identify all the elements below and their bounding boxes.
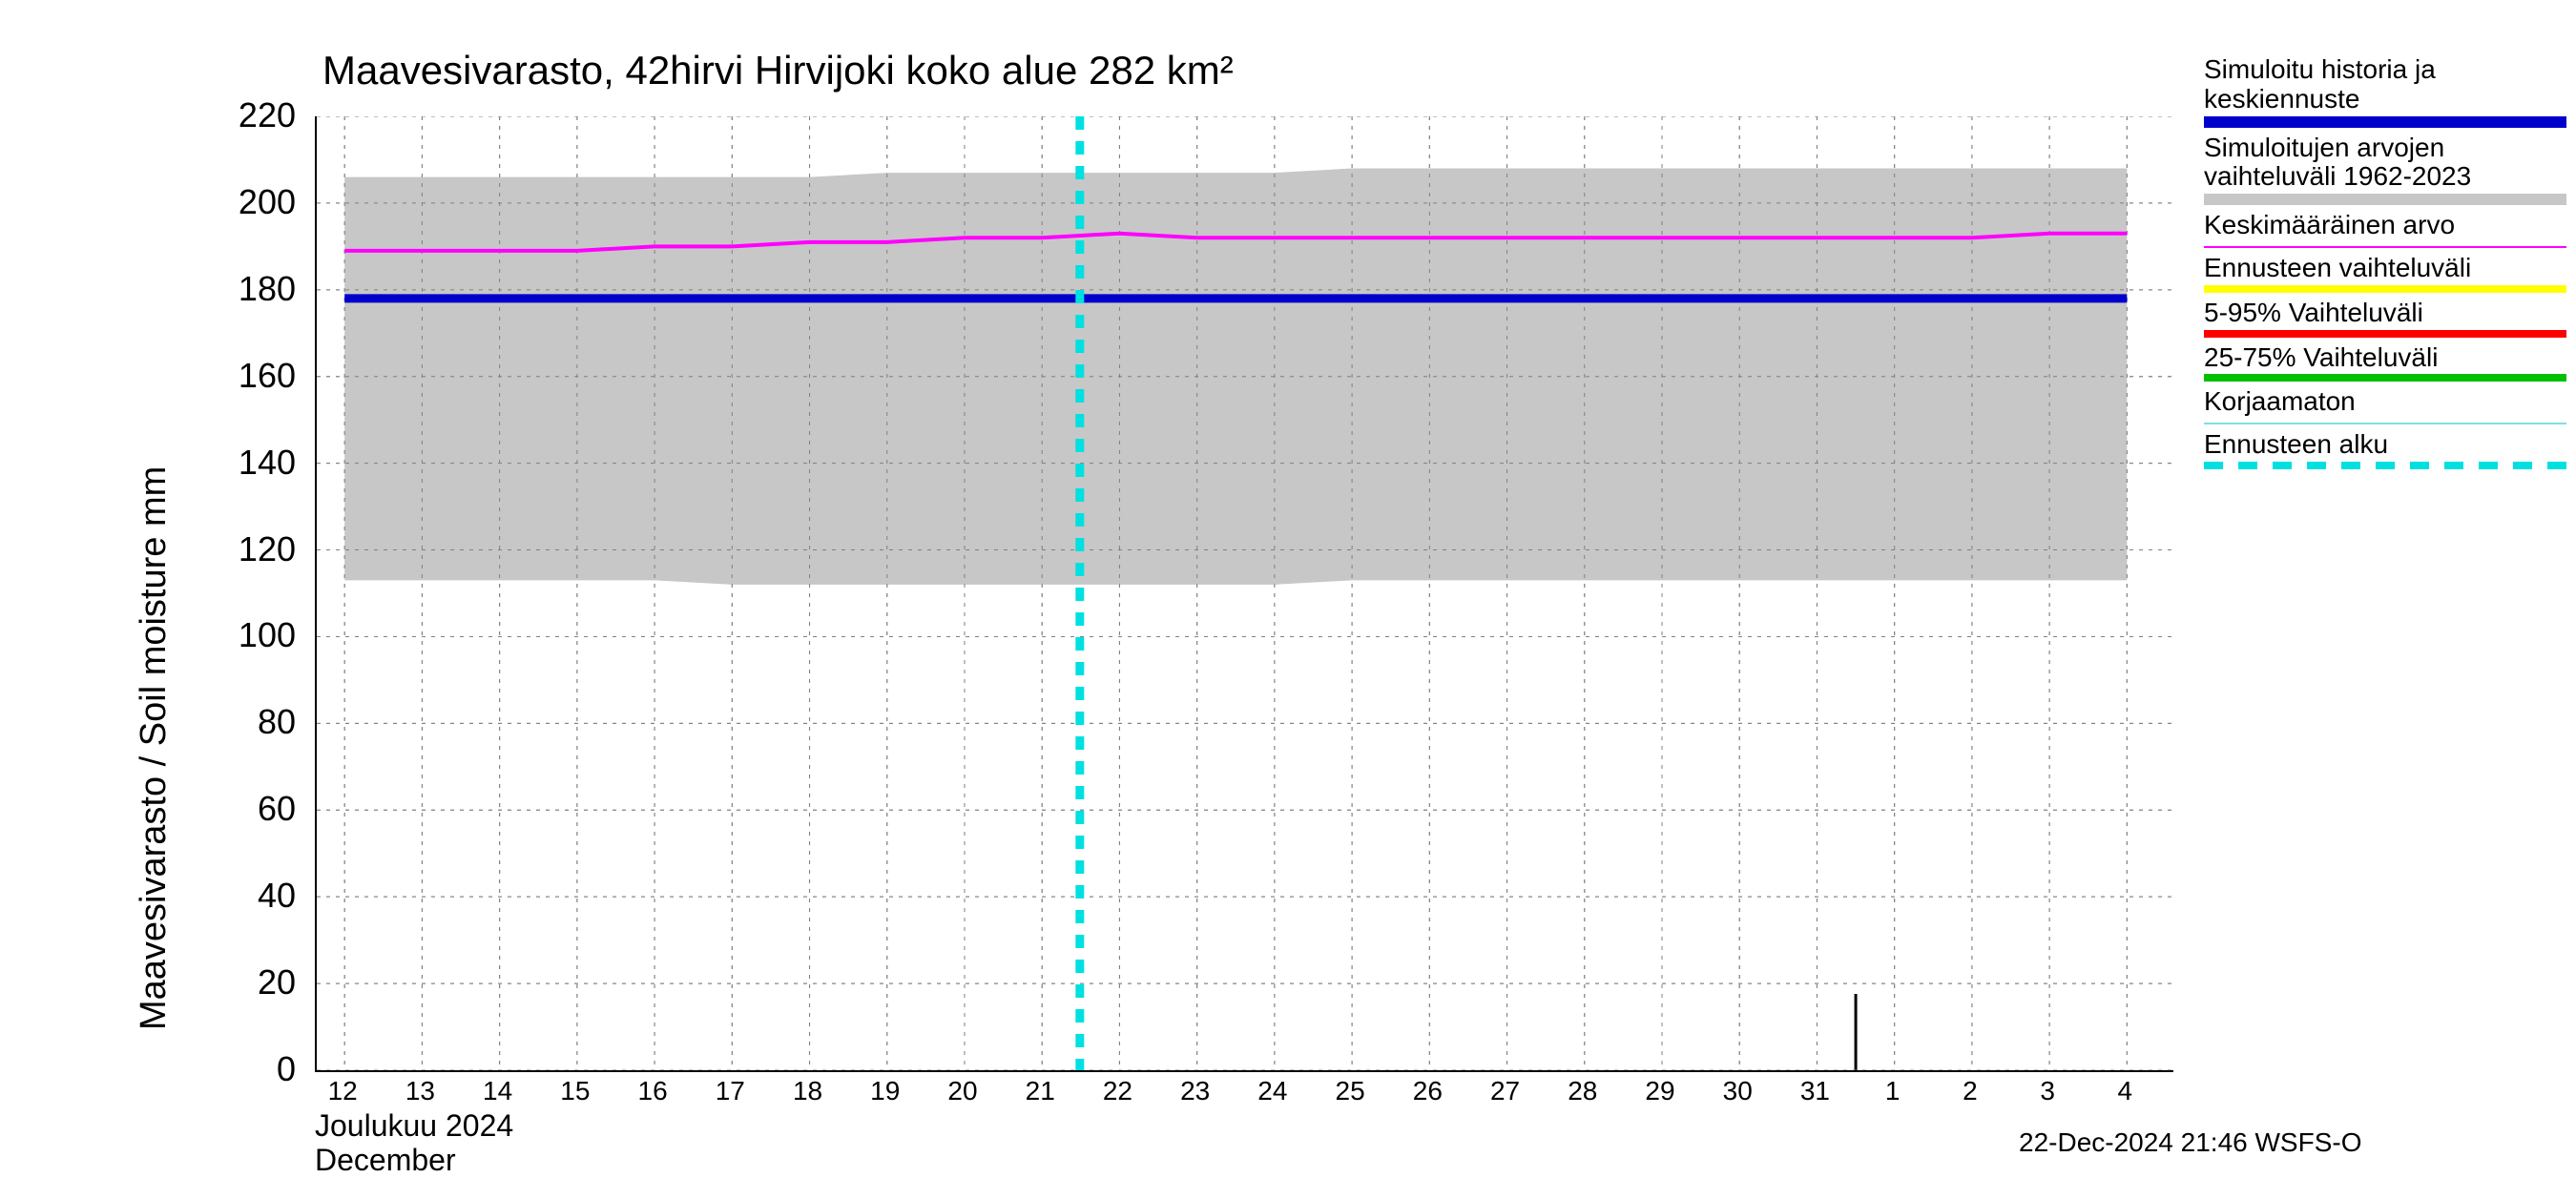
legend-label: Ennusteen vaihteluväli xyxy=(2204,254,2566,283)
legend-item: Korjaamaton xyxy=(2204,387,2566,424)
y-tick-label: 20 xyxy=(210,962,296,1002)
x-tick-label: 17 xyxy=(716,1076,745,1106)
legend-item: Keskimääräinen arvo xyxy=(2204,211,2566,248)
legend-label: Korjaamaton xyxy=(2204,387,2566,417)
legend-label: Keskimääräinen arvo xyxy=(2204,211,2566,240)
y-tick-label: 160 xyxy=(210,356,296,396)
y-tick-label: 80 xyxy=(210,702,296,742)
y-tick-label: 200 xyxy=(210,182,296,222)
legend-swatch xyxy=(2204,330,2566,338)
x-axis-month-en: December xyxy=(315,1143,456,1178)
x-tick-label: 2 xyxy=(1963,1076,1978,1106)
x-tick-label: 22 xyxy=(1103,1076,1132,1106)
x-tick-label: 19 xyxy=(870,1076,900,1106)
x-tick-label: 27 xyxy=(1490,1076,1520,1106)
legend-label: Simuloitujen arvojen vaihteluväli 1962-2… xyxy=(2204,134,2566,193)
y-tick-label: 140 xyxy=(210,443,296,483)
legend-item: 25-75% Vaihteluväli xyxy=(2204,343,2566,382)
x-tick-label: 12 xyxy=(328,1076,358,1106)
legend-label: Ennusteen alku xyxy=(2204,430,2566,460)
x-tick-label: 14 xyxy=(483,1076,512,1106)
legend-item: 5-95% Vaihteluväli xyxy=(2204,299,2566,338)
legend-swatch xyxy=(2204,116,2566,128)
x-tick-label: 28 xyxy=(1568,1076,1597,1106)
x-tick-label: 21 xyxy=(1026,1076,1055,1106)
legend-label: Simuloitu historia ja keskiennuste xyxy=(2204,55,2566,114)
y-tick-label: 120 xyxy=(210,529,296,569)
x-tick-label: 24 xyxy=(1257,1076,1287,1106)
legend-swatch xyxy=(2204,285,2566,293)
y-tick-label: 180 xyxy=(210,269,296,309)
y-tick-label: 40 xyxy=(210,876,296,916)
chart-title: Maavesivarasto, 42hirvi Hirvijoki koko a… xyxy=(322,48,1234,93)
x-tick-label: 25 xyxy=(1336,1076,1365,1106)
legend-swatch xyxy=(2204,194,2566,205)
legend-swatch xyxy=(2204,246,2566,248)
x-tick-label: 16 xyxy=(638,1076,668,1106)
x-tick-label: 4 xyxy=(2118,1076,2133,1106)
y-axis-label: Maavesivarasto / Soil moisture mm xyxy=(134,466,175,1030)
x-tick-label: 18 xyxy=(793,1076,822,1106)
x-tick-label: 1 xyxy=(1885,1076,1901,1106)
legend-item: Ennusteen alku xyxy=(2204,430,2566,469)
legend-swatch xyxy=(2204,462,2566,469)
x-axis-month-fi: Joulukuu 2024 xyxy=(315,1108,513,1144)
legend-item: Ennusteen vaihteluväli xyxy=(2204,254,2566,293)
legend-swatch xyxy=(2204,423,2566,424)
x-tick-label: 29 xyxy=(1645,1076,1674,1106)
legend-label: 5-95% Vaihteluväli xyxy=(2204,299,2566,328)
y-tick-label: 220 xyxy=(210,95,296,135)
legend-item: Simuloitujen arvojen vaihteluväli 1962-2… xyxy=(2204,134,2566,206)
legend-label: 25-75% Vaihteluväli xyxy=(2204,343,2566,373)
x-tick-label: 13 xyxy=(405,1076,435,1106)
x-tick-label: 23 xyxy=(1180,1076,1210,1106)
x-tick-label: 26 xyxy=(1413,1076,1443,1106)
y-tick-label: 0 xyxy=(210,1049,296,1089)
soil-moisture-chart: Maavesivarasto, 42hirvi Hirvijoki koko a… xyxy=(0,0,2576,1145)
x-tick-label: 31 xyxy=(1800,1076,1830,1106)
legend-swatch xyxy=(2204,374,2566,382)
y-tick-label: 60 xyxy=(210,789,296,829)
x-tick-label: 3 xyxy=(2040,1076,2055,1106)
y-tick-label: 100 xyxy=(210,615,296,655)
plot-area xyxy=(315,116,2173,1072)
x-tick-label: 20 xyxy=(947,1076,977,1106)
x-tick-label: 30 xyxy=(1723,1076,1753,1106)
chart-footer-timestamp: 22-Dec-2024 21:46 WSFS-O xyxy=(2019,1127,2362,1158)
legend: Simuloitu historia ja keskiennuste Simulo… xyxy=(2204,55,2566,475)
x-tick-label: 15 xyxy=(560,1076,590,1106)
legend-item: Simuloitu historia ja keskiennuste xyxy=(2204,55,2566,128)
